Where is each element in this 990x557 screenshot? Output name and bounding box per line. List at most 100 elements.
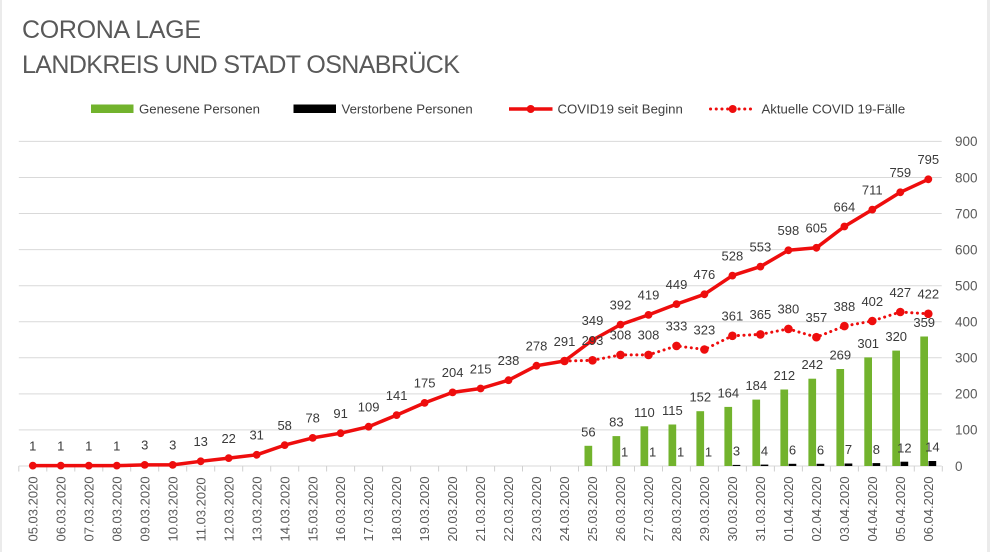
svg-text:78: 78: [305, 411, 319, 426]
svg-text:1: 1: [621, 444, 628, 459]
svg-text:10.03.2020: 10.03.2020: [165, 476, 180, 541]
svg-text:09.03.2020: 09.03.2020: [137, 476, 152, 541]
svg-text:05.03.2020: 05.03.2020: [25, 476, 40, 541]
svg-text:18.03.2020: 18.03.2020: [389, 476, 404, 541]
svg-text:175: 175: [414, 376, 436, 391]
svg-text:238: 238: [498, 353, 520, 368]
svg-text:422: 422: [917, 287, 939, 302]
svg-text:700: 700: [955, 206, 978, 221]
svg-text:361: 361: [722, 309, 744, 324]
svg-text:58: 58: [277, 418, 291, 433]
svg-text:06.04.2020: 06.04.2020: [921, 476, 936, 541]
svg-text:109: 109: [358, 400, 380, 415]
svg-text:13.03.2020: 13.03.2020: [249, 476, 264, 541]
svg-text:3: 3: [169, 438, 176, 453]
svg-text:300: 300: [955, 351, 978, 366]
svg-text:800: 800: [955, 170, 978, 185]
svg-text:323: 323: [694, 322, 716, 337]
svg-text:400: 400: [955, 315, 978, 330]
svg-text:308: 308: [610, 328, 632, 343]
svg-text:30.03.2020: 30.03.2020: [725, 476, 740, 541]
svg-text:301: 301: [857, 336, 879, 351]
svg-text:26.03.2020: 26.03.2020: [613, 476, 628, 541]
svg-text:19.03.2020: 19.03.2020: [417, 476, 432, 541]
svg-text:31.03.2020: 31.03.2020: [753, 476, 768, 541]
svg-text:6: 6: [789, 443, 796, 458]
svg-text:402: 402: [861, 294, 883, 309]
svg-text:Aktuelle COVID 19-Fälle: Aktuelle COVID 19-Fälle: [762, 102, 906, 117]
svg-text:1: 1: [649, 444, 656, 459]
svg-text:141: 141: [386, 388, 408, 403]
svg-text:03.04.2020: 03.04.2020: [837, 476, 852, 541]
svg-text:759: 759: [889, 165, 911, 180]
svg-text:1: 1: [29, 438, 36, 453]
svg-text:1: 1: [57, 438, 64, 453]
svg-text:600: 600: [955, 242, 978, 257]
svg-text:Verstorbene Personen: Verstorbene Personen: [342, 102, 473, 117]
svg-text:23.03.2020: 23.03.2020: [529, 476, 544, 541]
svg-text:04.04.2020: 04.04.2020: [865, 476, 880, 541]
svg-text:528: 528: [722, 248, 744, 263]
svg-text:1: 1: [113, 438, 120, 453]
svg-text:91: 91: [333, 406, 347, 421]
svg-text:07.03.2020: 07.03.2020: [81, 476, 96, 541]
svg-text:293: 293: [582, 333, 604, 348]
svg-text:05.04.2020: 05.04.2020: [893, 476, 908, 541]
svg-text:COVID19 seit Beginn: COVID19 seit Beginn: [558, 102, 683, 117]
svg-text:83: 83: [609, 415, 623, 430]
svg-text:278: 278: [526, 339, 548, 354]
svg-text:598: 598: [778, 223, 800, 238]
svg-text:449: 449: [666, 277, 688, 292]
svg-text:152: 152: [689, 390, 711, 405]
svg-text:16.03.2020: 16.03.2020: [333, 476, 348, 541]
svg-text:6: 6: [817, 443, 824, 458]
svg-text:605: 605: [806, 221, 828, 236]
svg-text:56: 56: [581, 424, 595, 439]
svg-text:115: 115: [662, 403, 683, 418]
svg-text:110: 110: [634, 405, 655, 420]
svg-text:333: 333: [666, 319, 688, 334]
svg-text:500: 500: [955, 279, 978, 294]
svg-text:664: 664: [834, 199, 856, 214]
svg-text:08.03.2020: 08.03.2020: [109, 476, 124, 541]
svg-text:25.03.2020: 25.03.2020: [585, 476, 600, 541]
svg-text:427: 427: [889, 285, 911, 300]
svg-text:13: 13: [193, 434, 207, 449]
svg-text:8: 8: [873, 442, 880, 457]
svg-text:900: 900: [955, 134, 978, 149]
svg-text:CORONA LAGE: CORONA LAGE: [22, 16, 201, 44]
svg-text:100: 100: [955, 423, 978, 438]
svg-text:12.03.2020: 12.03.2020: [221, 476, 236, 541]
svg-text:LANDKREIS UND STADT OSNABRÜCK: LANDKREIS UND STADT OSNABRÜCK: [22, 51, 460, 79]
svg-text:4: 4: [761, 443, 768, 458]
svg-text:291: 291: [554, 334, 576, 349]
svg-text:3: 3: [141, 438, 148, 453]
svg-text:06.03.2020: 06.03.2020: [53, 476, 68, 541]
svg-text:Genesene Personen: Genesene Personen: [139, 102, 260, 117]
svg-text:553: 553: [750, 239, 772, 254]
svg-text:476: 476: [694, 267, 716, 282]
svg-text:1: 1: [677, 444, 684, 459]
svg-text:164: 164: [717, 385, 739, 400]
svg-text:02.04.2020: 02.04.2020: [809, 476, 824, 541]
svg-text:1: 1: [85, 438, 92, 453]
svg-text:01.04.2020: 01.04.2020: [781, 476, 796, 541]
svg-text:12: 12: [897, 440, 911, 455]
svg-text:308: 308: [638, 328, 660, 343]
svg-text:795: 795: [917, 152, 939, 167]
svg-text:27.03.2020: 27.03.2020: [641, 476, 656, 541]
svg-text:392: 392: [610, 297, 632, 312]
svg-text:419: 419: [638, 288, 660, 303]
svg-text:269: 269: [829, 348, 851, 363]
svg-text:380: 380: [778, 302, 800, 317]
svg-text:357: 357: [806, 310, 828, 325]
svg-text:1: 1: [705, 444, 712, 459]
svg-text:3: 3: [733, 444, 740, 459]
svg-text:24.03.2020: 24.03.2020: [557, 476, 572, 541]
svg-text:14.03.2020: 14.03.2020: [277, 476, 292, 541]
svg-text:17.03.2020: 17.03.2020: [361, 476, 376, 541]
svg-text:184: 184: [745, 378, 767, 393]
svg-text:320: 320: [885, 329, 907, 344]
svg-text:349: 349: [582, 313, 604, 328]
svg-text:215: 215: [470, 361, 492, 376]
